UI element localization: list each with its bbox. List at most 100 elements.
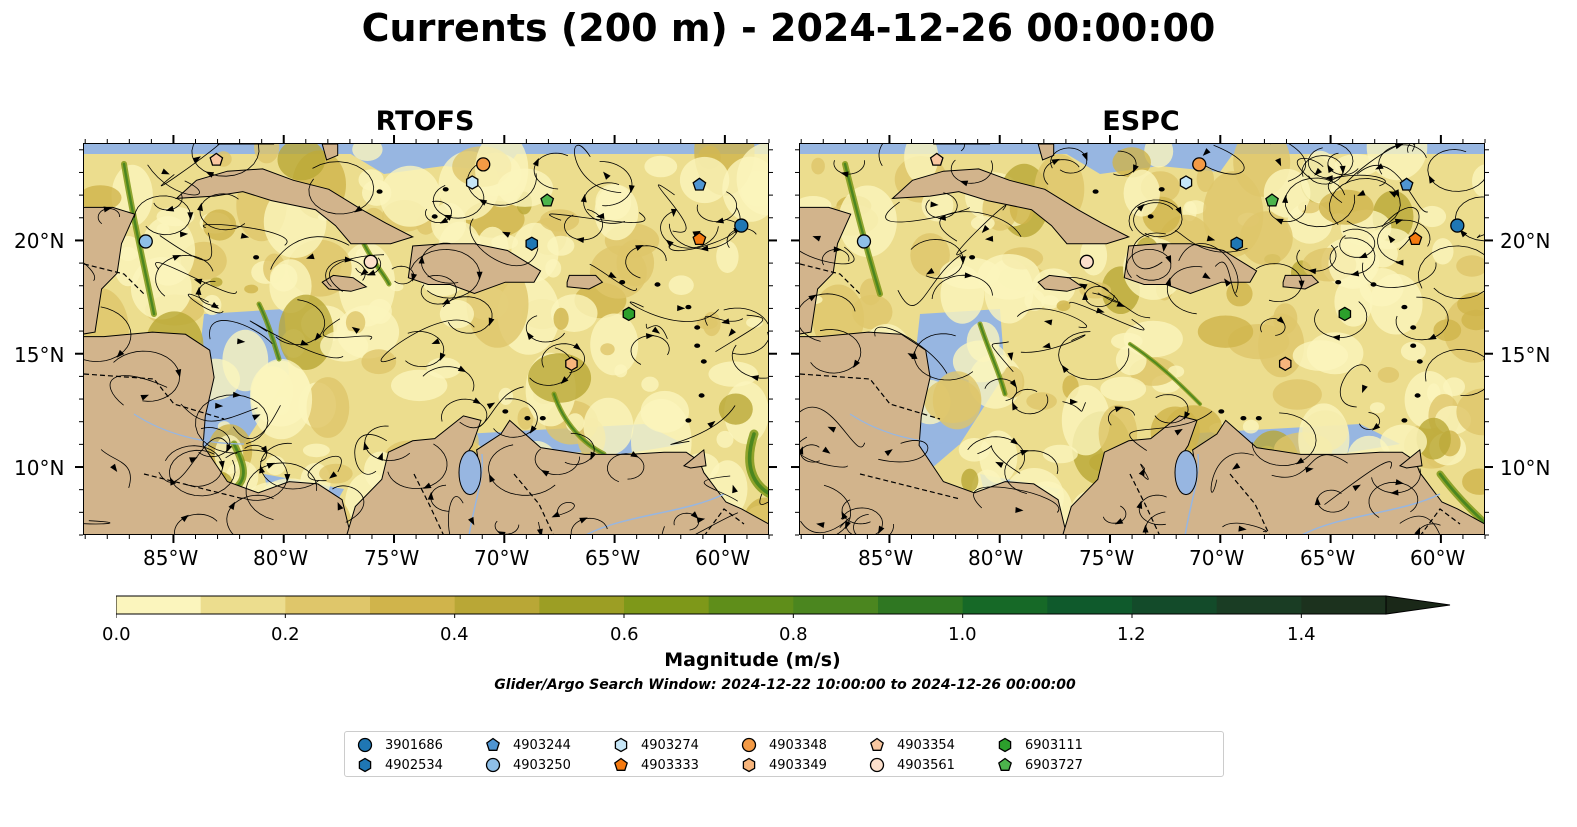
legend-marker-6903727 bbox=[998, 757, 1012, 771]
float-marker-espc-4903250 bbox=[856, 234, 872, 249]
legend-item: 4902534 bbox=[357, 757, 443, 773]
lon-label-rtofs-85w: 85°W bbox=[143, 546, 199, 570]
colorbar-segment bbox=[1216, 596, 1302, 614]
legend-marker-icon bbox=[742, 757, 756, 773]
lon-label-rtofs-80w: 80°W bbox=[253, 546, 309, 570]
legend-label: 4903561 bbox=[897, 757, 955, 773]
lon-label-rtofs-60w: 60°W bbox=[695, 546, 751, 570]
colorbar-segment bbox=[200, 596, 286, 614]
legend-marker-icon bbox=[358, 757, 372, 773]
float-marker-rtofs-4903354 bbox=[209, 152, 224, 166]
float-marker-espc-4903349 bbox=[1278, 356, 1292, 372]
legend-label: 4903349 bbox=[769, 757, 827, 773]
legend-marker-icon bbox=[614, 737, 628, 753]
legend-label: 4903354 bbox=[897, 737, 955, 753]
float-marker-espc-4902534 bbox=[1230, 236, 1244, 251]
lat-label-right-20n: 20°N bbox=[1500, 229, 1551, 253]
colorbar-segment bbox=[1301, 596, 1387, 614]
lat-label-right-10n: 10°N bbox=[1500, 456, 1551, 480]
legend-marker-icon bbox=[998, 737, 1012, 753]
colorbar-tick-4: 0.8 bbox=[779, 624, 808, 645]
legend-label: 4903333 bbox=[641, 757, 699, 773]
float-marker-rtofs-4903244 bbox=[692, 177, 707, 191]
espc-frame-ticks bbox=[791, 135, 1493, 543]
float-marker-rtofs-4903274 bbox=[465, 175, 479, 190]
colorbar-segment bbox=[624, 596, 710, 614]
colorbar-tick-3: 0.6 bbox=[610, 624, 639, 645]
legend-label: 6903111 bbox=[1025, 737, 1083, 753]
colorbar-tick-2: 0.4 bbox=[440, 624, 469, 645]
legend-item: 4903349 bbox=[741, 757, 827, 773]
colorbar-segment bbox=[1132, 596, 1218, 614]
float-marker-espc-4903244 bbox=[1399, 177, 1414, 191]
lon-label-espc-60w: 60°W bbox=[1410, 546, 1466, 570]
colorbar-segment bbox=[793, 596, 879, 614]
lon-label-espc-65w: 65°W bbox=[1300, 546, 1356, 570]
float-marker-rtofs-4903348 bbox=[476, 157, 491, 172]
legend-label: 3901686 bbox=[385, 737, 443, 753]
float-marker-rtofs-4903333 bbox=[692, 231, 707, 246]
lon-label-espc-75w: 75°W bbox=[1079, 546, 1135, 570]
legend-item: 4903561 bbox=[869, 757, 955, 773]
legend-marker-4903274 bbox=[614, 737, 628, 753]
figure-title: Currents (200 m) - 2024-12-26 00:00:00 bbox=[361, 6, 1216, 50]
float-marker-rtofs-3901686 bbox=[734, 218, 749, 233]
float-marker-rtofs-4902534 bbox=[525, 236, 539, 251]
legend-marker-icon bbox=[998, 757, 1012, 771]
float-marker-rtofs-4903250 bbox=[138, 234, 153, 249]
legend-item: 4903333 bbox=[613, 757, 699, 773]
colorbar-segment bbox=[708, 596, 794, 614]
legend-label: 6903727 bbox=[1025, 757, 1083, 773]
lat-label-left-10n: 10°N bbox=[14, 456, 65, 480]
colorbar-tick-0: 0.0 bbox=[102, 624, 131, 645]
legend-marker-4903244 bbox=[486, 737, 500, 751]
float-marker-rtofs-6903111 bbox=[622, 306, 636, 322]
panel-title-rtofs: RTOFS bbox=[375, 106, 475, 137]
lat-label-right-15n: 15°N bbox=[1500, 343, 1551, 367]
float-marker-espc-4903348 bbox=[1192, 157, 1207, 172]
float-marker-espc-4903274 bbox=[1179, 175, 1193, 190]
colorbar-tick-6: 1.2 bbox=[1117, 624, 1146, 645]
legend-marker-4903354 bbox=[870, 737, 884, 751]
legend-marker-6903111 bbox=[998, 737, 1012, 753]
float-marker-espc-3901686 bbox=[1450, 218, 1465, 233]
colorbar bbox=[116, 595, 1451, 618]
legend-marker-4903561 bbox=[869, 757, 885, 773]
map-rtofs-canvas bbox=[84, 144, 768, 534]
float-marker-rtofs-4903349 bbox=[565, 356, 578, 372]
legend-marker-4902534 bbox=[358, 757, 372, 773]
colorbar-tick-1: 0.2 bbox=[271, 624, 300, 645]
legend-marker-icon bbox=[357, 737, 373, 753]
legend-marker-icon bbox=[486, 737, 500, 751]
legend-label: 4903250 bbox=[513, 757, 571, 773]
legend-label: 4902534 bbox=[385, 757, 443, 773]
legend-label: 4903244 bbox=[513, 737, 571, 753]
float-marker-espc-4903333 bbox=[1408, 231, 1423, 246]
float-marker-espc-6903111 bbox=[1338, 306, 1352, 322]
colorbar-tick-5: 1.0 bbox=[948, 624, 977, 645]
legend-marker-4903348 bbox=[741, 737, 757, 753]
map-espc-canvas bbox=[800, 144, 1484, 534]
panel-title-espc: ESPC bbox=[1102, 106, 1180, 137]
colorbar-segment bbox=[370, 596, 456, 614]
lon-label-espc-85w: 85°W bbox=[858, 546, 914, 570]
legend-marker-icon bbox=[869, 757, 885, 773]
lon-label-rtofs-65w: 65°W bbox=[585, 546, 641, 570]
legend-marker-icon bbox=[485, 757, 501, 773]
float-marker-espc-4903561 bbox=[1079, 254, 1094, 269]
legend-label: 4903274 bbox=[641, 737, 699, 753]
rtofs-frame-ticks bbox=[75, 135, 777, 543]
legend-marker-4903349 bbox=[742, 757, 756, 773]
legend-item: 4903274 bbox=[613, 737, 699, 753]
lon-label-rtofs-75w: 75°W bbox=[364, 546, 420, 570]
map-rtofs bbox=[83, 143, 769, 535]
legend-marker-3901686 bbox=[357, 737, 373, 753]
legend-item: 3901686 bbox=[357, 737, 443, 753]
lon-label-rtofs-70w: 70°W bbox=[474, 546, 530, 570]
float-marker-rtofs-4903561 bbox=[363, 254, 378, 269]
legend-label: 4903348 bbox=[769, 737, 827, 753]
lon-label-espc-80w: 80°W bbox=[968, 546, 1024, 570]
legend-item: 4903354 bbox=[869, 737, 955, 753]
legend-marker-icon bbox=[614, 757, 628, 771]
legend: 3901686 4902534 4903244 4903250 4903274 49033… bbox=[344, 731, 1224, 777]
